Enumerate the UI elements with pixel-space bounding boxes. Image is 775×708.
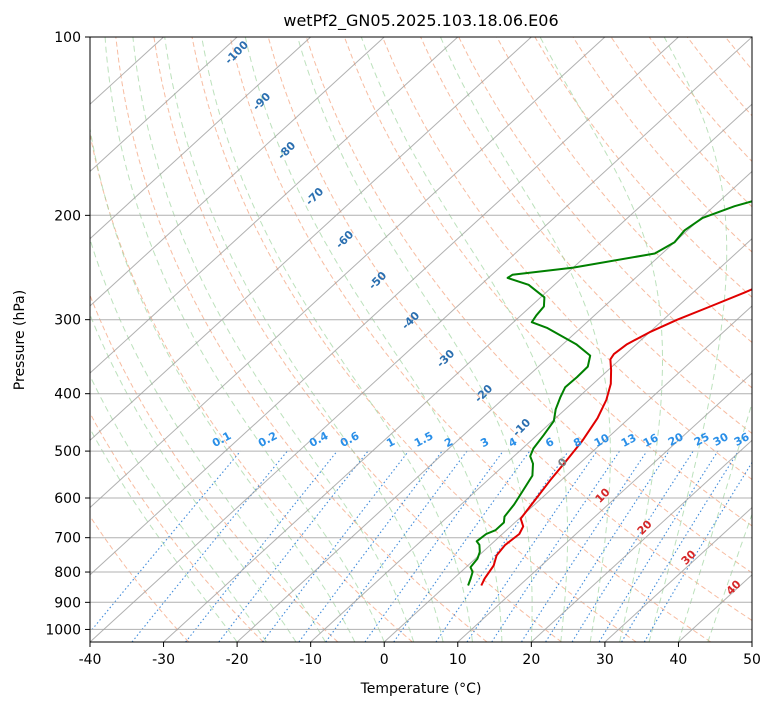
moist-adiabat-line	[164, 37, 444, 642]
isotherm-line	[383, 305, 752, 642]
mixing-ratio-line	[131, 450, 288, 642]
dry-adiabat-line	[305, 37, 752, 574]
y-tick-label: 500	[54, 444, 81, 460]
y-axis-label: Pressure (hPa)	[12, 290, 28, 390]
moist-adiabat-line	[360, 37, 569, 642]
x-tick-label: 30	[596, 652, 614, 668]
mixing-ratio-label: 16	[641, 431, 661, 450]
x-tick-label: -40	[79, 652, 102, 668]
mixing-ratio-line	[90, 450, 241, 633]
isotherm-line	[90, 37, 385, 307]
mixing-ratio-line	[435, 450, 569, 642]
mixing-ratio-label: 25	[692, 430, 712, 449]
y-tick-label: 1000	[45, 622, 81, 638]
dry-adiabat-line	[90, 412, 264, 642]
isotherm-line	[90, 37, 752, 642]
x-tick-label: 0	[380, 652, 389, 668]
x-tick-label: -20	[226, 652, 249, 668]
chart-title: wetPf2_GN05.2025.103.18.06.E06	[283, 11, 558, 31]
plot-frame	[89, 36, 753, 643]
isotherm-line	[604, 506, 752, 642]
moist-adiabat-line	[539, 37, 663, 642]
isotherm-line	[90, 37, 679, 576]
mixing-ratio-label: 10	[592, 431, 612, 450]
mixing-ratio-line	[185, 450, 338, 642]
moist-adiabat-line	[244, 37, 503, 642]
y-tick-label: 200	[54, 208, 81, 224]
dry-adiabat-line	[496, 37, 752, 344]
isotherm-line	[90, 37, 532, 442]
mixing-ratio-line	[621, 450, 739, 642]
x-tick-label: -10	[299, 652, 322, 668]
x-axis-label: Temperature (°C)	[360, 681, 482, 697]
isotherm-line	[90, 37, 312, 240]
background-lines	[90, 37, 752, 642]
moist-adiabat-line	[297, 37, 533, 642]
mixing-ratio-label: 20	[666, 430, 686, 449]
x-tick-label: 50	[743, 652, 761, 668]
mixing-ratio-line	[325, 450, 468, 642]
x-tick-label: 40	[670, 652, 688, 668]
x-tick-label: -30	[152, 652, 175, 668]
isotherm-line	[90, 37, 459, 374]
dry-adiabat-line	[534, 37, 752, 298]
mixing-ratio-line	[364, 450, 504, 642]
y-tick-label: 300	[54, 313, 81, 329]
isotherm-line	[90, 37, 606, 509]
mixing-ratio-label: 30	[711, 430, 731, 449]
isotherm-line	[90, 37, 238, 173]
moist-adiabat-line	[707, 513, 752, 642]
mixing-ratio-line	[491, 450, 621, 642]
mixing-ratio-line	[521, 450, 648, 642]
isotherm-line	[530, 439, 752, 642]
y-axis: 100 200 300 400 500 600 700 800 900 1000	[45, 30, 90, 638]
moist-adiabat-line	[90, 125, 356, 642]
dry-adiabat-line	[267, 37, 752, 622]
profile-series	[467, 200, 752, 586]
y-tick-label: 900	[54, 595, 81, 611]
moist-adiabat-line	[677, 401, 752, 642]
y-tick-label: 800	[54, 565, 81, 581]
mixing-ratio-line	[298, 450, 443, 642]
y-tick-label: 100	[54, 30, 81, 46]
dry-adiabat-line	[115, 37, 488, 642]
isotherm-line	[163, 103, 752, 642]
mixing-ratio-line	[545, 450, 670, 642]
moist-adiabat-line	[648, 37, 728, 642]
mixing-ratio-line	[466, 450, 598, 642]
moist-adiabat-line	[440, 37, 611, 642]
moist-adiabat-line	[90, 313, 297, 642]
isotherms	[90, 37, 752, 642]
grid	[90, 37, 752, 630]
mixing-ratio-label: 36	[732, 430, 752, 449]
dry-adiabat-line	[420, 37, 752, 435]
mixing-ratio-line	[262, 450, 409, 642]
dry-adiabat-line	[191, 37, 637, 642]
x-tick-label: 20	[522, 652, 540, 668]
isotherm-line	[310, 237, 752, 642]
moist-adiabat-line	[90, 237, 326, 642]
moist-adiabat-line	[201, 37, 473, 642]
profile-line	[467, 200, 752, 586]
x-tick-label: 10	[449, 652, 467, 668]
y-tick-label: 600	[54, 491, 81, 507]
y-tick-label: 700	[54, 531, 81, 547]
mixing-ratio-line	[598, 450, 719, 642]
dry-adiabat-line	[153, 37, 562, 642]
moist-adiabat-line	[90, 374, 267, 642]
moist-adiabat-line	[104, 37, 385, 642]
moist-adiabat-line	[90, 427, 238, 642]
mixing-ratio-line	[571, 450, 694, 642]
x-axis: -40 -30 -20 -10 0 10 20 30 40 50	[79, 642, 761, 668]
y-tick-label: 400	[54, 387, 81, 403]
mixing-ratio-label: 13	[619, 431, 639, 450]
isotherm-line	[457, 372, 752, 642]
profile-line	[480, 288, 752, 586]
